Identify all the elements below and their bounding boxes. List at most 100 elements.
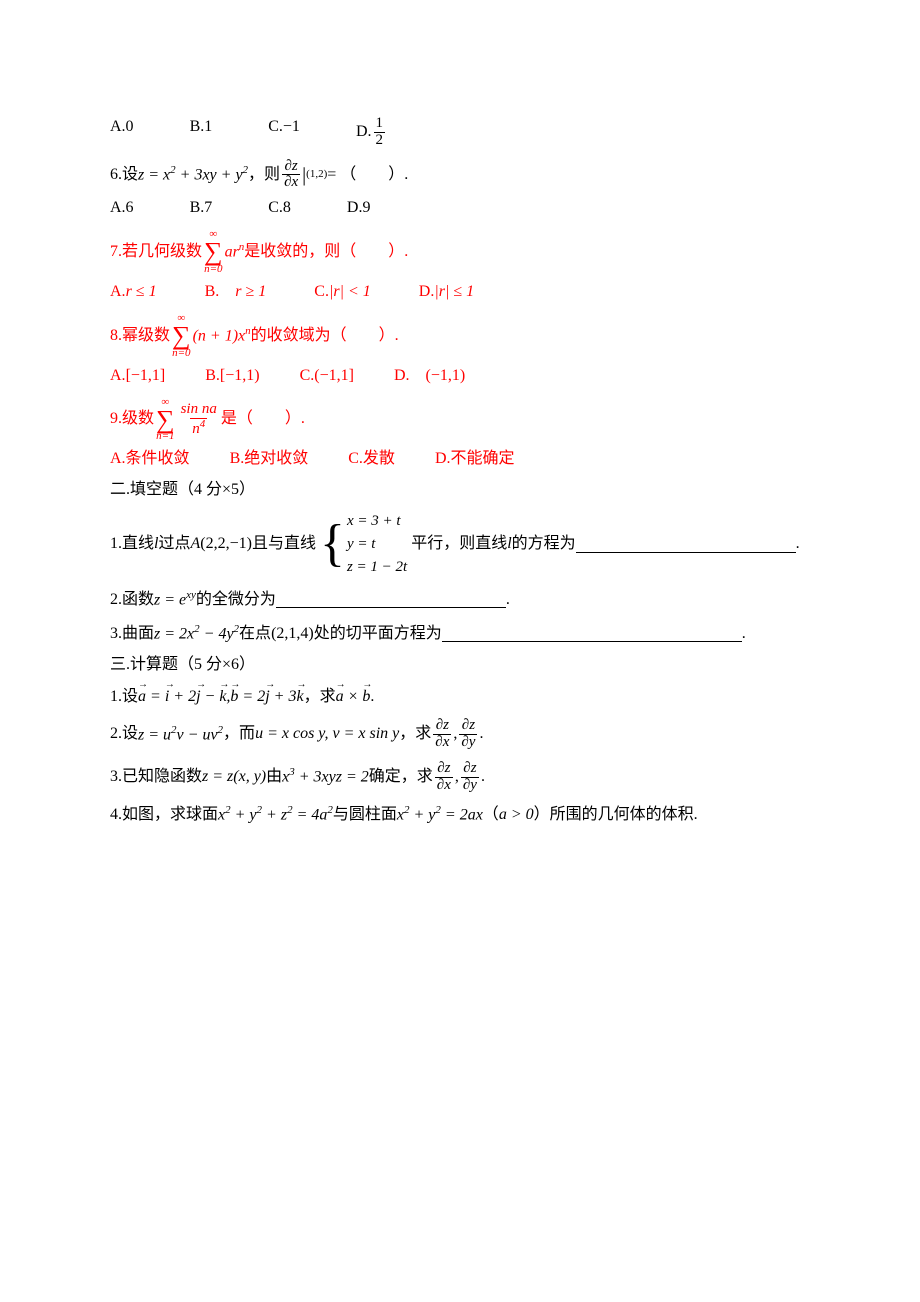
c3-p3: 确定，求 xyxy=(369,766,433,788)
f3-p1: 3.曲面 xyxy=(110,623,154,645)
f3-e1: z = 2x xyxy=(154,625,194,642)
vec-a2: a xyxy=(336,686,344,708)
q7-term: arn xyxy=(225,240,245,264)
c3-p2: 由 xyxy=(266,766,282,788)
q8-suffix: 的收敛域为（ ）. xyxy=(251,325,399,347)
q5-opt-c: C.−1 xyxy=(268,116,300,149)
c4-e6: + y xyxy=(409,807,435,824)
q6-subpt: (1,2) xyxy=(306,167,327,182)
q6-e2: + 3xy + y xyxy=(176,166,243,183)
c1-x: × xyxy=(344,688,363,705)
c4-e4: = 4a xyxy=(293,807,328,824)
q7-dp: D. xyxy=(419,283,435,300)
q9-prefix: 9.级数 xyxy=(110,408,154,430)
fill-3: 3.曲面 z = 2x2 − 4y2 在点 (2,1,4) 处的切平面方程为 . xyxy=(110,622,810,646)
vec-k2: k xyxy=(296,686,303,708)
c2-e3: u = x cos y, v = x sin y xyxy=(255,723,399,745)
q7-t1: ar xyxy=(225,244,239,261)
c3-f2n: ∂z xyxy=(461,761,478,777)
sigma-icon: ∑ xyxy=(172,324,191,347)
f2-expr: z = exy xyxy=(154,588,196,612)
c1-pl2: + 3 xyxy=(270,688,297,705)
c2-e1a: z = u xyxy=(138,726,171,743)
c1-pl1: + 2 xyxy=(169,688,196,705)
q8-cp: C. xyxy=(300,367,315,384)
q9-sumbot: n=1 xyxy=(156,431,174,442)
sigma-icon: ∑ xyxy=(156,408,175,431)
c3-f1d: ∂x xyxy=(435,777,453,794)
f2-dot: . xyxy=(506,589,510,611)
q6-a: A.6 xyxy=(110,197,134,219)
q9-fn: sin na xyxy=(179,402,219,418)
c2-f1n: ∂z xyxy=(434,718,451,734)
c1-eq1: = xyxy=(146,688,165,705)
q8-d: D. (−1,1) xyxy=(394,365,465,387)
f1-p3: 且与直线 xyxy=(252,533,316,555)
c2-p2: ，而 xyxy=(223,723,255,745)
q5-opt-d: D.12 xyxy=(356,116,387,149)
c4-p2: 与圆柱面 xyxy=(333,804,397,826)
c3-dot: . xyxy=(481,766,485,788)
vec-i: i xyxy=(165,686,169,708)
c4-e8: a > 0 xyxy=(499,804,534,826)
f1-r1: x = 3 + t xyxy=(347,511,407,532)
c3-f1n: ∂z xyxy=(435,761,452,777)
q6-pd: ∂x xyxy=(282,174,300,191)
c2-f1: ∂z∂x xyxy=(433,718,451,751)
c2-f2d: ∂y xyxy=(459,734,477,751)
q9-options: A.条件收敛 B.绝对收敛 C.发散 D.不能确定 xyxy=(110,448,810,470)
section-3-title: 三.计算题（5 分×6） xyxy=(110,654,810,676)
q7-ae: r ≤ 1 xyxy=(126,283,157,300)
q6-expr: z = x2 + 3xy + y2 xyxy=(138,163,248,187)
f3-pt: (2,1,4) xyxy=(271,623,314,645)
q9-d: D.不能确定 xyxy=(435,448,515,470)
f1-dot: . xyxy=(796,533,800,555)
f3-expr: z = 2x2 − 4y2 xyxy=(154,622,239,646)
f3-blank xyxy=(442,625,742,642)
q8-ae: [−1,1] xyxy=(126,367,166,384)
q7-b: B. r ≥ 1 xyxy=(205,281,267,303)
q5-d-num: 1 xyxy=(374,116,386,132)
q7-sum: ∞ ∑ n=0 xyxy=(204,229,223,274)
c3-comma: , xyxy=(455,766,459,788)
q6-d: D.9 xyxy=(347,197,371,219)
f1-pt: (2,2,−1) xyxy=(200,533,252,555)
vec-k: k xyxy=(219,686,226,708)
q6-prefix: 6.设 xyxy=(110,164,138,186)
q7-sumbot: n=0 xyxy=(204,264,222,275)
c3-args: (x, y) xyxy=(233,768,266,785)
q6-eq: = （ ）. xyxy=(327,164,408,186)
c3-z: z = z(x, y) xyxy=(202,766,266,788)
f1-A: A xyxy=(190,533,200,555)
q8: 8.幂级数 ∞ ∑ n=0 (n + 1)xn 的收敛域为（ ）. xyxy=(110,313,810,358)
f2-blank xyxy=(276,591,506,608)
c1-p1: 1.设 xyxy=(110,686,138,708)
q6-comma: ，则 xyxy=(248,164,280,186)
q9-sum: ∞ ∑ n=1 xyxy=(156,397,175,442)
q8-bp: B. xyxy=(205,367,220,384)
c4-cyl: x2 + y2 = 2ax xyxy=(397,803,483,827)
f2-e: z = e xyxy=(154,591,186,608)
q6: 6.设 z = x2 + 3xy + y2 ，则 ∂z∂x | (1,2) = … xyxy=(110,159,810,192)
q8-ce: (−1,1] xyxy=(314,367,354,384)
c4-p1: 4.如图，求球面 xyxy=(110,804,218,826)
q5-d-pre: D. xyxy=(356,123,372,140)
q5-c-val: −1 xyxy=(283,118,300,135)
vec-a: a xyxy=(138,686,146,708)
q7-d: D.|r| ≤ 1 xyxy=(419,281,474,303)
calc-1: 1.设 a = i + 2j − k,b = 2j + 3k ，求 a × b … xyxy=(110,686,810,708)
c4-e7: = 2ax xyxy=(441,807,483,824)
f1-p4: 平行，则直线 xyxy=(411,533,507,555)
f1-blank xyxy=(576,536,796,553)
vec-b2: b xyxy=(362,686,370,708)
fill-1: 1.直线 l 过点 A (2,2,−1) 且与直线 { x = 3 + t y … xyxy=(110,511,810,578)
q9-suffix: 是（ ）. xyxy=(221,408,305,430)
c2-f2: ∂z∂y xyxy=(459,718,477,751)
q8-b: B.[−1,1) xyxy=(205,365,259,387)
sigma-icon: ∑ xyxy=(204,240,223,263)
q7-c: C.|r| < 1 xyxy=(314,281,371,303)
q8-sum: ∞ ∑ n=0 xyxy=(172,313,191,358)
c2-p1: 2.设 xyxy=(110,723,138,745)
vec-j: j xyxy=(196,686,200,708)
q9-b: B.绝对收敛 xyxy=(230,448,309,470)
